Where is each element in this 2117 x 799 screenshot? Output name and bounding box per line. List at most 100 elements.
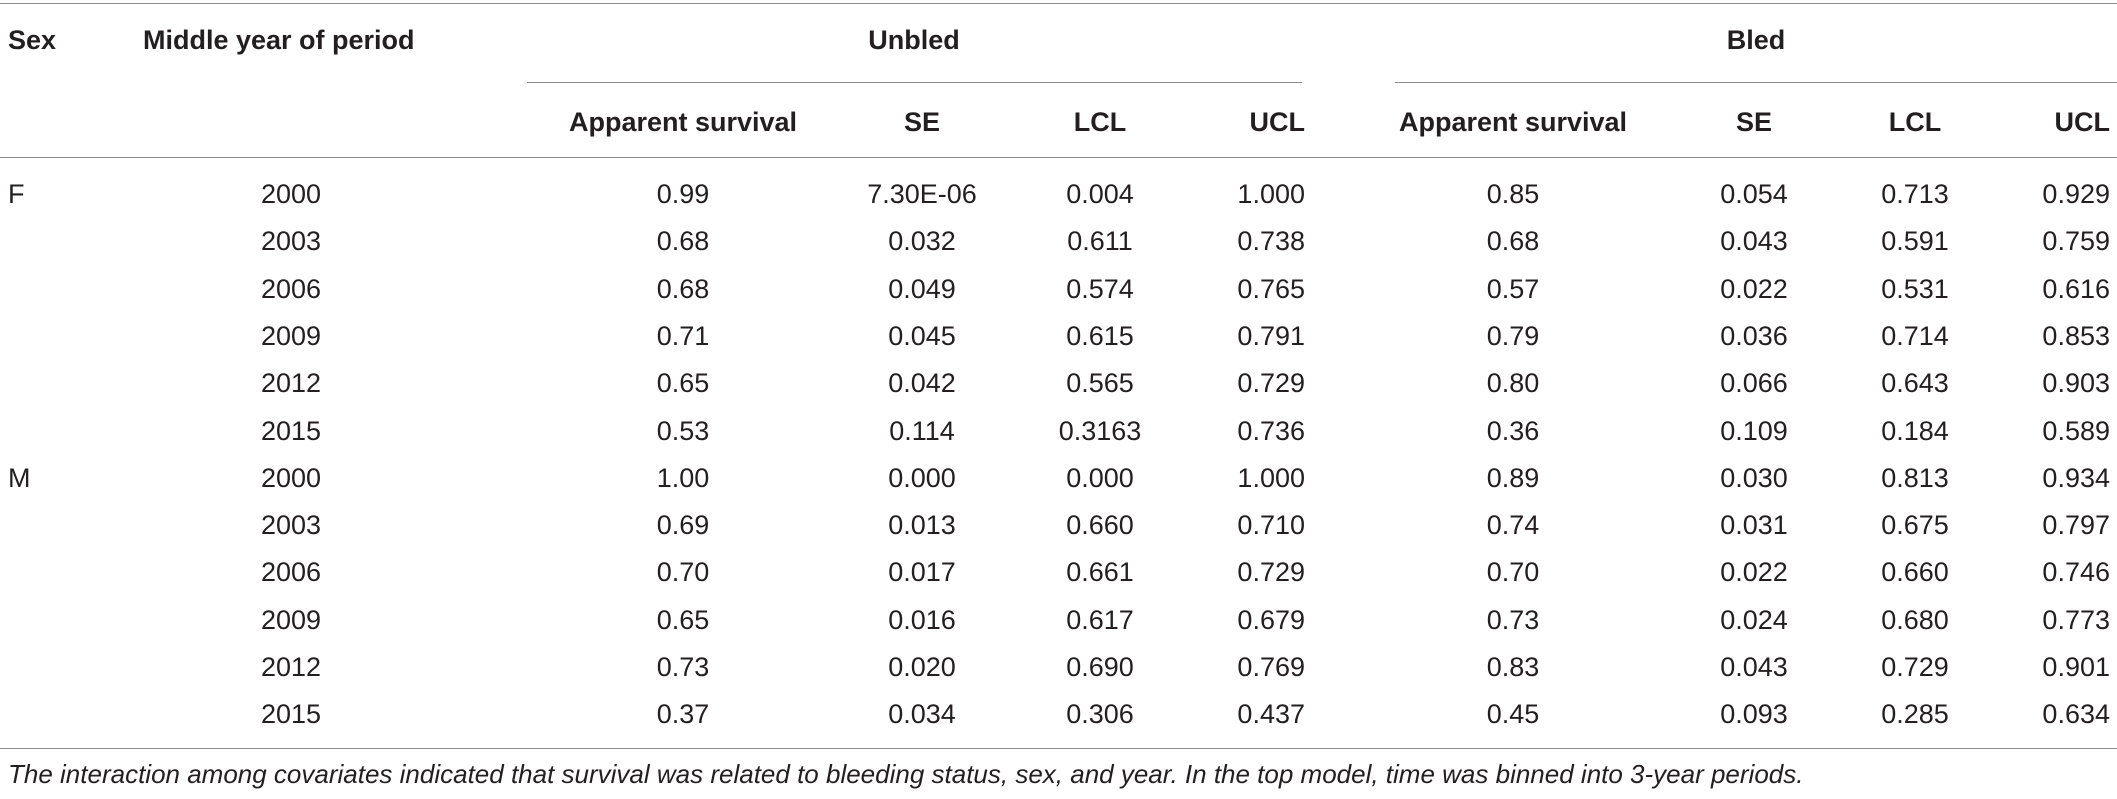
- cell-unbled-lcl: 0.690: [1066, 652, 1134, 682]
- cell-bled-ucl: 0.616: [2042, 274, 2110, 304]
- cell-bled-ucl: 0.929: [2042, 179, 2110, 209]
- cell-bled-lcl: 0.184: [1881, 416, 1949, 446]
- cell-unbled-lcl: 0.615: [1066, 321, 1134, 351]
- cell-unbled-lcl: 0.611: [1067, 226, 1133, 256]
- cell-year: 2009: [260, 321, 322, 351]
- cell-unbled-lcl: 0.3163: [1058, 416, 1142, 446]
- cell-unbled-ucl: 0.729: [1237, 368, 1305, 398]
- cell-bled-survival: 0.85: [1486, 179, 1540, 209]
- cell-unbled-lcl: 0.306: [1066, 699, 1134, 729]
- cell-unbled-se: 0.032: [888, 226, 956, 256]
- cell-bled-survival: 0.36: [1486, 416, 1540, 446]
- cell-unbled-lcl: 0.617: [1066, 605, 1134, 635]
- cell-bled-se: 0.093: [1720, 699, 1788, 729]
- cell-year: 2000: [260, 179, 322, 209]
- cell-unbled-ucl: 0.437: [1237, 699, 1305, 729]
- bled-group-rule: [1395, 82, 2117, 83]
- cell-unbled-lcl: 0.000: [1066, 463, 1134, 493]
- cell-bled-survival: 0.79: [1486, 321, 1540, 351]
- cell-unbled-se: 0.042: [888, 368, 956, 398]
- cell-bled-ucl: 0.853: [2042, 321, 2110, 351]
- cell-unbled-se: 0.034: [888, 699, 956, 729]
- cell-year: 2003: [260, 226, 322, 256]
- cell-year: 2009: [260, 605, 322, 635]
- cell-bled-lcl: 0.680: [1881, 605, 1949, 635]
- cell-bled-ucl: 0.759: [2042, 226, 2110, 256]
- cell-bled-lcl: 0.643: [1881, 368, 1949, 398]
- cell-unbled-survival: 0.65: [656, 605, 710, 635]
- cell-bled-lcl: 0.675: [1881, 510, 1949, 540]
- cell-bled-lcl: 0.591: [1881, 226, 1949, 256]
- cell-bled-survival: 0.83: [1486, 652, 1540, 682]
- cell-unbled-survival: 0.69: [656, 510, 710, 540]
- header-unbled-se: SE: [903, 107, 941, 137]
- cell-unbled-survival: 0.53: [656, 416, 710, 446]
- cell-sex: F: [8, 179, 25, 209]
- header-sex: Sex: [8, 25, 57, 55]
- cell-unbled-lcl: 0.565: [1066, 368, 1134, 398]
- cell-unbled-ucl: 0.736: [1237, 416, 1305, 446]
- cell-year: 2003: [260, 510, 322, 540]
- cell-bled-se: 0.022: [1720, 557, 1788, 587]
- top-rule: [0, 3, 2117, 4]
- cell-bled-ucl: 0.797: [2042, 510, 2110, 540]
- cell-year: 2006: [260, 557, 322, 587]
- cell-unbled-se: 0.013: [888, 510, 956, 540]
- table-bottom-rule: [0, 748, 2117, 749]
- cell-bled-survival: 0.73: [1486, 605, 1540, 635]
- cell-bled-se: 0.022: [1720, 274, 1788, 304]
- cell-bled-ucl: 0.634: [2042, 699, 2110, 729]
- cell-unbled-se: 0.020: [888, 652, 956, 682]
- cell-unbled-survival: 0.99: [656, 179, 710, 209]
- cell-unbled-ucl: 0.791: [1237, 321, 1305, 351]
- cell-bled-survival: 0.57: [1486, 274, 1540, 304]
- cell-unbled-lcl: 0.661: [1066, 557, 1134, 587]
- cell-bled-ucl: 0.903: [2042, 368, 2110, 398]
- cell-bled-lcl: 0.531: [1881, 274, 1949, 304]
- table-footnote: The interaction among covariates indicat…: [8, 759, 1804, 789]
- cell-unbled-ucl: 0.710: [1237, 510, 1305, 540]
- header-bled-ucl: UCL: [2054, 107, 2111, 137]
- header-unbled-survival: Apparent survival: [568, 107, 798, 137]
- cell-bled-lcl: 0.660: [1881, 557, 1949, 587]
- cell-bled-se: 0.024: [1720, 605, 1788, 635]
- cell-unbled-se: 0.016: [888, 605, 956, 635]
- cell-unbled-se: 0.114: [889, 416, 955, 446]
- cell-bled-ucl: 0.901: [2042, 652, 2110, 682]
- cell-bled-survival: 0.68: [1486, 226, 1540, 256]
- cell-unbled-lcl: 0.574: [1066, 274, 1134, 304]
- cell-year: 2000: [260, 463, 322, 493]
- unbled-group-rule: [527, 82, 1302, 83]
- header-bottom-rule: [0, 157, 2117, 158]
- header-bled-survival: Apparent survival: [1398, 107, 1628, 137]
- cell-bled-survival: 0.70: [1486, 557, 1540, 587]
- cell-year: 2015: [260, 699, 322, 729]
- header-bled-se: SE: [1735, 107, 1773, 137]
- cell-unbled-survival: 0.68: [656, 226, 710, 256]
- cell-bled-ucl: 0.934: [2042, 463, 2110, 493]
- cell-bled-lcl: 0.285: [1881, 699, 1949, 729]
- cell-unbled-se: 0.049: [888, 274, 956, 304]
- cell-bled-se: 0.043: [1720, 226, 1788, 256]
- header-unbled: Unbled: [868, 25, 960, 55]
- cell-unbled-survival: 0.68: [656, 274, 710, 304]
- cell-bled-survival: 0.89: [1486, 463, 1540, 493]
- cell-bled-lcl: 0.813: [1881, 463, 1949, 493]
- cell-unbled-lcl: 0.004: [1066, 179, 1134, 209]
- header-middle-year: Middle year of period: [143, 25, 415, 55]
- cell-unbled-se: 7.30E-06: [867, 179, 977, 209]
- cell-unbled-se: 0.045: [888, 321, 956, 351]
- cell-bled-se: 0.030: [1720, 463, 1788, 493]
- cell-unbled-lcl: 0.660: [1066, 510, 1134, 540]
- cell-unbled-survival: 1.00: [656, 463, 710, 493]
- cell-year: 2006: [260, 274, 322, 304]
- cell-year: 2012: [260, 652, 322, 682]
- cell-unbled-ucl: 1.000: [1237, 179, 1305, 209]
- cell-bled-ucl: 0.746: [2042, 557, 2110, 587]
- cell-unbled-ucl: 0.769: [1237, 652, 1305, 682]
- cell-bled-ucl: 0.589: [2042, 416, 2110, 446]
- cell-bled-se: 0.031: [1720, 510, 1788, 540]
- cell-bled-se: 0.066: [1720, 368, 1788, 398]
- cell-unbled-survival: 0.65: [656, 368, 710, 398]
- cell-bled-lcl: 0.714: [1881, 321, 1949, 351]
